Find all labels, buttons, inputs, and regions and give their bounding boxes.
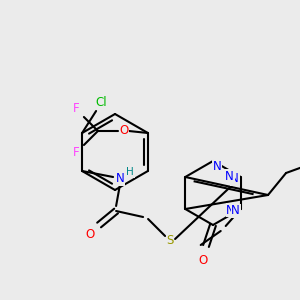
Text: N: N: [231, 205, 240, 218]
Text: O: O: [85, 227, 95, 241]
Text: F: F: [73, 146, 79, 160]
Text: N: N: [230, 172, 239, 185]
Text: N: N: [116, 172, 124, 185]
Text: O: O: [198, 254, 208, 266]
Text: F: F: [73, 103, 79, 116]
Text: N: N: [226, 203, 235, 217]
Text: O: O: [119, 124, 128, 137]
Text: N: N: [225, 169, 234, 182]
Text: Cl: Cl: [95, 95, 107, 109]
Text: N: N: [213, 160, 221, 173]
Text: S: S: [167, 235, 174, 248]
Text: H: H: [126, 167, 134, 177]
